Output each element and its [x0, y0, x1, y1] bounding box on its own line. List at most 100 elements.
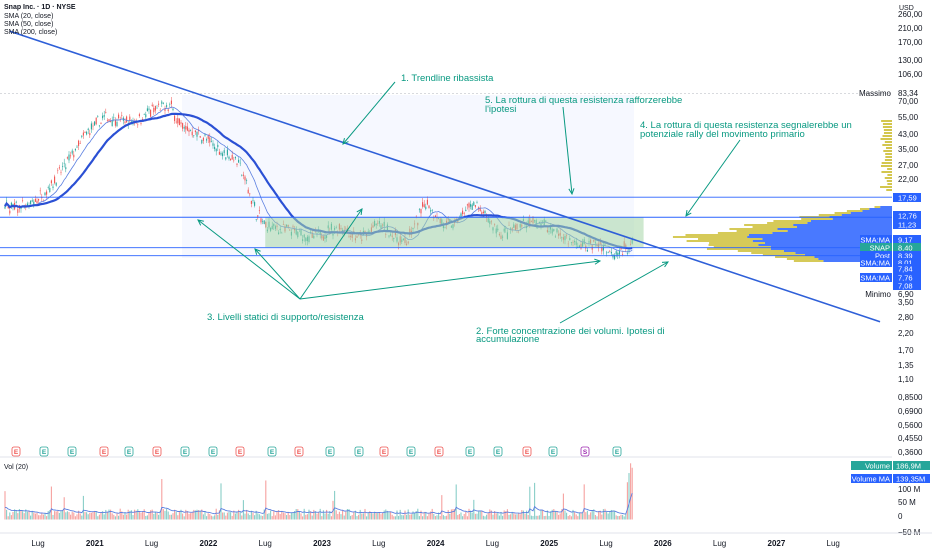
volume-bar — [524, 513, 526, 520]
volume-bar — [33, 512, 35, 520]
volume-bar — [198, 510, 200, 520]
volume-bar — [271, 516, 273, 520]
earnings-marker-label: E — [468, 449, 473, 456]
earnings-marker — [522, 446, 532, 457]
volume-bar — [103, 514, 105, 520]
volume-bar — [606, 511, 608, 520]
volume-bar — [212, 516, 214, 520]
earnings-marker-label: E — [357, 449, 362, 456]
volume-bar — [492, 514, 494, 520]
volume-bar — [284, 513, 286, 520]
volume-profile-bar — [832, 218, 892, 220]
volume-bar — [401, 515, 403, 520]
volume-bar — [142, 511, 144, 520]
volume-bar — [143, 509, 145, 520]
annotation-resistance-4: potenziale rally del movimento primario — [640, 129, 805, 140]
candle — [214, 146, 216, 150]
price-tag-value: 7,76 — [898, 274, 913, 283]
candle — [182, 123, 184, 129]
volume-bar — [580, 512, 582, 520]
volume-bar — [422, 516, 424, 520]
earnings-marker — [406, 446, 416, 457]
candle — [162, 102, 164, 104]
volume-bar — [375, 512, 377, 520]
price-tick: 210,00 — [898, 24, 923, 33]
candle — [146, 108, 148, 112]
volume-bar — [274, 515, 276, 520]
volume-bar — [145, 515, 147, 520]
price-tag-value: 8,01 — [898, 259, 913, 268]
volume-bar — [430, 511, 432, 520]
candle — [223, 150, 225, 154]
volume-bar — [434, 516, 436, 520]
volume-bar — [414, 512, 416, 520]
candle — [609, 251, 611, 253]
price-axis: 260,00 210,00 170,00 130,00 106,00 70,00 55,00… — [851, 0, 932, 550]
volume-bar — [556, 511, 558, 520]
candle — [118, 114, 120, 119]
volume-bar — [614, 510, 616, 520]
price-tick: 130,00 — [898, 56, 923, 65]
volume-bar — [462, 516, 464, 520]
volume-profile-bar — [884, 177, 892, 179]
volume-bar — [247, 513, 249, 520]
candle — [212, 143, 214, 146]
volume-bar — [222, 512, 224, 520]
candle — [82, 132, 84, 136]
volume-bar — [593, 509, 595, 520]
volume-profile-bar — [882, 123, 892, 125]
volume-bar — [540, 509, 542, 520]
volume-bar — [500, 511, 502, 520]
volume-bar — [386, 510, 388, 520]
volume-bar — [369, 511, 371, 520]
volume-bar — [358, 514, 360, 520]
volume-profile-bar — [737, 250, 784, 252]
volume-bar — [36, 512, 38, 520]
chart-title: Snap Inc. · 1D · NYSE — [4, 4, 76, 11]
candle — [426, 199, 428, 205]
volume-bar — [146, 515, 148, 520]
volume-bar — [34, 513, 36, 520]
volume-bar — [503, 510, 505, 520]
indicator-sma20: SMA (20, close) — [4, 13, 53, 20]
price-tag-value: 12,76 — [898, 212, 917, 221]
volume-bar — [250, 510, 252, 520]
volume-bar — [162, 509, 164, 520]
candle — [74, 148, 76, 151]
volume-label: Vol (20) — [4, 464, 28, 471]
price-tag-label-box — [860, 243, 892, 252]
volume-bar — [514, 514, 516, 520]
volume-bar — [383, 510, 385, 520]
earnings-marker — [67, 446, 77, 457]
volume-bar — [238, 509, 240, 520]
volume-bar — [518, 513, 520, 520]
volume-bar — [105, 509, 107, 520]
volume-bar — [308, 509, 310, 520]
candle — [90, 123, 92, 130]
volume-profile-bar — [885, 153, 892, 155]
volume-bar — [378, 512, 380, 520]
volume-profile-bar — [887, 174, 892, 176]
volume-bar — [452, 508, 454, 520]
earnings-marker — [39, 446, 49, 457]
volume-bar — [22, 511, 24, 520]
volume-bar — [366, 516, 368, 520]
candle — [161, 101, 163, 104]
price-tag-value: 9,17 — [898, 236, 913, 245]
volume-profile-bar — [713, 246, 771, 248]
volume-bar — [86, 512, 88, 520]
volume-bar — [254, 515, 256, 520]
candle — [7, 206, 9, 209]
volume-bar — [7, 516, 9, 520]
volume-bar — [94, 510, 96, 520]
volume-bar — [38, 515, 40, 520]
arrowhead — [661, 261, 670, 268]
candle — [100, 122, 102, 124]
volume-bar — [364, 508, 366, 520]
volume-bar — [420, 510, 422, 520]
price-tag-label: Minimo — [865, 290, 891, 299]
candle — [257, 215, 259, 217]
earnings-marker-label: E — [270, 449, 275, 456]
time-label: 2026 — [654, 539, 672, 548]
